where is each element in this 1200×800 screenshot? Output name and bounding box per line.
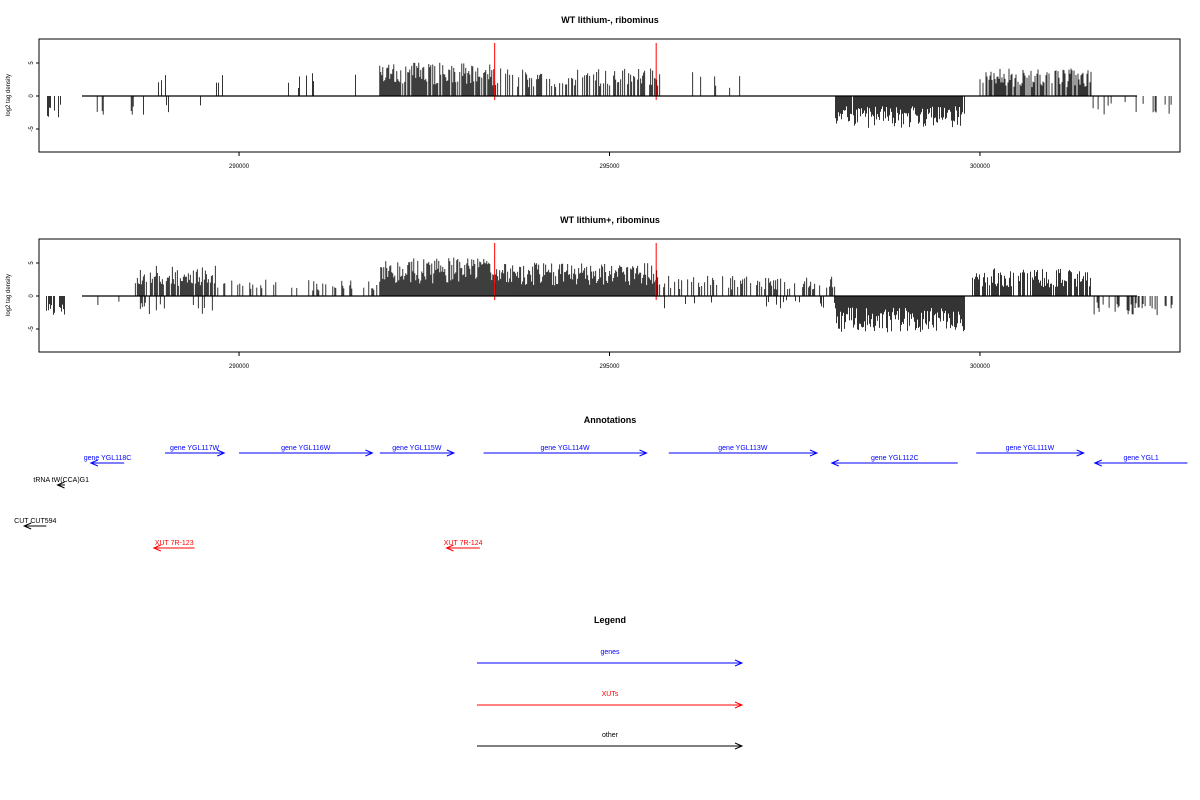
annotation-feature: gene YGL113W xyxy=(668,445,819,457)
feature-label: gene YGL118C xyxy=(84,455,132,462)
annotation-feature: gene YGL117W xyxy=(164,445,226,457)
panel-title: WT lithium+, ribominus xyxy=(560,215,660,225)
track-panel-lithium-plus: WT lithium+, ribominus log2 tag density … xyxy=(6,215,1181,370)
x-tick-label: 295000 xyxy=(599,364,620,370)
legend-entry: other xyxy=(477,732,744,750)
annotation-feature: gene YGL114W xyxy=(483,445,648,457)
y-axis-label: log2 tag density xyxy=(6,274,12,316)
legend-arrow-head xyxy=(734,701,744,709)
y-tick-label: 5 xyxy=(29,61,35,65)
arrow-head xyxy=(365,449,374,457)
arrow-head xyxy=(217,449,226,457)
legend-label: genes xyxy=(600,649,620,656)
feature-label: gene YGL116W xyxy=(281,445,331,452)
x-tick-label: 295000 xyxy=(599,164,620,170)
y-tick-label: 0 xyxy=(29,94,35,98)
x-tick-label: 300000 xyxy=(970,164,991,170)
y-tick-label: 0 xyxy=(29,294,35,298)
feature-label: gene YGL112C xyxy=(871,455,919,462)
annotations-title: Annotations xyxy=(584,415,637,425)
y-axis: -5 0 5 xyxy=(29,61,39,132)
feature-label: XUT 7R-123 xyxy=(155,540,194,547)
arrow-head xyxy=(22,522,32,530)
boundary-markers xyxy=(494,243,657,300)
legend-entry: genes xyxy=(477,649,744,667)
annotation-feature: gene YGL115W xyxy=(379,445,456,457)
arrow-head xyxy=(639,449,648,457)
arrow-head xyxy=(809,449,819,457)
y-tick-label: -5 xyxy=(29,326,35,332)
legend-arrow-head xyxy=(734,742,744,750)
arrow-head xyxy=(56,481,65,489)
boundary-markers xyxy=(494,43,657,100)
y-axis: -5 0 5 xyxy=(29,261,39,332)
feature-label: CUT CUT594 xyxy=(14,518,56,525)
feature-label: gene YGL115W xyxy=(392,445,442,452)
legend-entries: genes XUTs other xyxy=(477,649,744,750)
annotation-features: gene YGL117W gene YGL118C gene YGL116W gene… xyxy=(14,445,1188,552)
annotation-feature: gene YGL112C xyxy=(830,455,958,467)
track-panel-lithium-minus: WT lithium-, ribominus log2 tag density … xyxy=(6,15,1181,170)
annotation-feature: gene YGL111W xyxy=(976,445,1085,457)
annotation-feature: XUT 7R-124 xyxy=(444,540,483,552)
annotation-feature: gene YGL1 xyxy=(1093,455,1188,467)
arrow-head xyxy=(446,449,456,457)
feature-label: XUT 7R-124 xyxy=(444,540,483,547)
legend-title: Legend xyxy=(594,615,626,625)
arrow-head xyxy=(152,544,162,552)
density-bars xyxy=(47,62,1172,128)
feature-label: tRNA tW(CCA)G1 xyxy=(33,477,89,484)
arrow-head xyxy=(89,459,99,467)
legend-arrow-head xyxy=(734,659,744,667)
feature-label: gene YGL114W xyxy=(540,445,590,452)
annotation-feature: gene YGL118C xyxy=(84,455,132,467)
y-tick-label: -5 xyxy=(29,126,35,132)
annotation-feature: XUT 7R-123 xyxy=(152,540,195,552)
arrow-head xyxy=(445,544,454,552)
x-tick-label: 290000 xyxy=(229,164,250,170)
y-tick-label: 5 xyxy=(29,261,35,265)
feature-label: gene YGL117W xyxy=(170,445,220,452)
annotation-feature: gene YGL116W xyxy=(239,445,374,457)
arrow-head xyxy=(1076,449,1085,457)
feature-label: gene YGL1 xyxy=(1123,455,1158,462)
feature-label: gene YGL111W xyxy=(1006,445,1055,452)
panel-title: WT lithium-, ribominus xyxy=(561,15,659,25)
density-bars xyxy=(46,257,1173,333)
annotation-feature: CUT CUT594 xyxy=(14,518,57,530)
legend: Legend genes XUTs other xyxy=(477,615,744,750)
feature-label: gene YGL113W xyxy=(718,445,768,452)
x-axis: 290000 295000 300000 xyxy=(229,152,991,170)
legend-entry: XUTs xyxy=(477,691,744,709)
legend-label: XUTs xyxy=(602,691,619,698)
legend-label: other xyxy=(602,732,619,739)
arrow-head xyxy=(830,459,839,467)
x-tick-label: 290000 xyxy=(229,364,250,370)
y-axis-label: log2 tag density xyxy=(6,74,12,116)
annotation-feature: tRNA tW(CCA)G1 xyxy=(33,477,89,489)
x-axis: 290000 295000 300000 xyxy=(229,352,991,370)
arrow-head xyxy=(1093,459,1102,467)
x-tick-label: 300000 xyxy=(970,364,991,370)
